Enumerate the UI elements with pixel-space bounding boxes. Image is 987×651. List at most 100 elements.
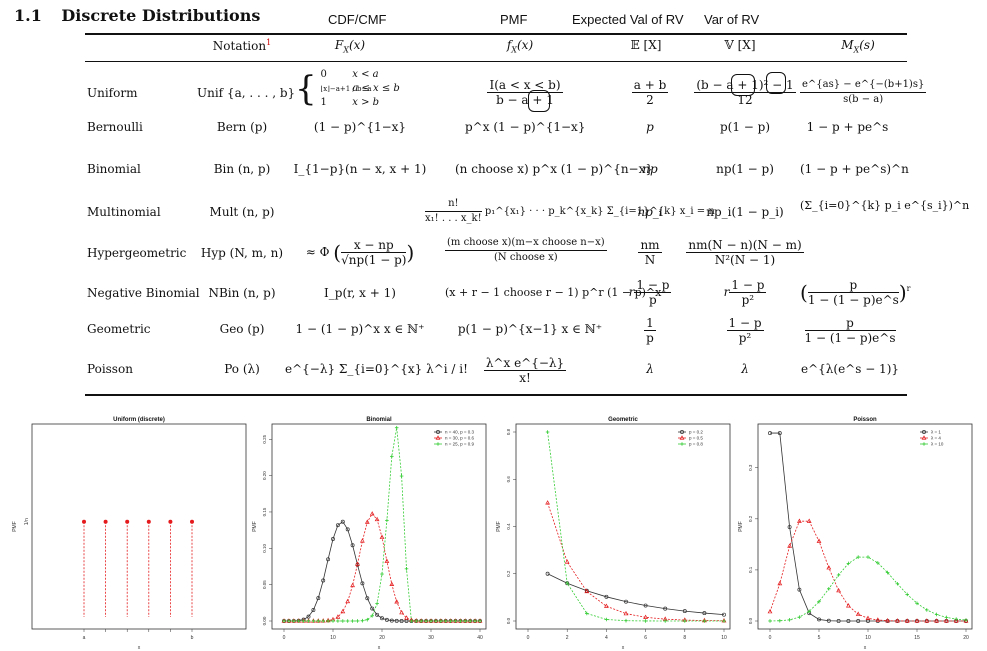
notation-cell: Hyp (N, m, n) xyxy=(200,246,284,260)
mgf-cell: 1 − p + pe^s xyxy=(806,120,889,134)
point-geometric-1 xyxy=(564,559,570,564)
legend-marker-binomial-0 xyxy=(436,430,440,434)
mean-cell: λ xyxy=(646,362,654,376)
point-binomial-0 xyxy=(350,543,355,548)
point-geometric-1 xyxy=(545,500,550,505)
series-line-poisson-1 xyxy=(769,520,966,622)
var-cell: nm(N − n)(N − m) N²(N − 1) xyxy=(686,238,804,267)
table-header-rule xyxy=(85,61,907,62)
var-cell: np(1 − p) xyxy=(716,162,774,176)
row-name: Poisson xyxy=(87,362,133,376)
point-binomial-1 xyxy=(360,538,365,543)
y-axis-label-geometric: PMF xyxy=(496,521,502,532)
point-poisson-1 xyxy=(924,618,930,623)
point-binomial-0 xyxy=(311,608,316,612)
point-binomial-0 xyxy=(360,581,365,586)
x-axis-label-uniform: x xyxy=(138,645,141,651)
row-name: Binomial xyxy=(87,162,141,176)
point-poisson-0 xyxy=(856,619,861,623)
point-binomial-1 xyxy=(335,614,341,619)
row-name: Bernoulli xyxy=(87,120,143,134)
point-binomial-0 xyxy=(389,618,394,623)
x-tick-label-binomial: 40 xyxy=(477,635,483,641)
point-binomial-0 xyxy=(326,557,331,562)
point-poisson-0 xyxy=(777,431,782,436)
point-poisson-1 xyxy=(836,587,841,593)
point-binomial-1 xyxy=(350,582,355,588)
y-axis-label-binomial: PMF xyxy=(252,521,258,532)
point-binomial-0 xyxy=(380,616,384,621)
annotation-cdf: CDF/CMF xyxy=(328,12,387,27)
row-name: Hypergeometric xyxy=(87,246,187,260)
point-poisson-1 xyxy=(816,538,822,543)
annotation-var: Var of RV xyxy=(704,12,760,27)
x-tick-label-poisson: 10 xyxy=(865,635,871,641)
point-poisson-1 xyxy=(953,618,959,623)
y-tick-label-geometric: 0.2 xyxy=(506,570,511,577)
pmf-cell: n! x₁! . . . x_k! p₁^{x₁} · · · p_k^{x_k}… xyxy=(425,198,715,224)
point-poisson-1 xyxy=(904,618,910,623)
col-notation: Notation1 xyxy=(212,38,272,53)
chart-frame-uniform xyxy=(31,423,247,630)
section-header: 1.1 Discrete Distributions xyxy=(14,6,260,25)
series-line-geometric-0 xyxy=(547,573,725,616)
x-tick-label-geometric: 0 xyxy=(527,635,530,641)
point-poisson-1 xyxy=(934,618,939,623)
point-poisson-1 xyxy=(777,580,783,586)
series-line-poisson-0 xyxy=(770,432,966,622)
pmf-cell: p(1 − p)^{x−1} x ∈ ℕ⁺ xyxy=(457,322,603,336)
pmf-cell: p^x (1 − p)^{1−x} xyxy=(465,120,586,134)
point-geometric-0 xyxy=(604,594,609,599)
x-axis-label-binomial: x xyxy=(378,645,381,651)
chart-title-geometric: Geometric xyxy=(608,417,638,423)
point-geometric-1 xyxy=(604,603,609,608)
point-binomial-0 xyxy=(399,619,404,623)
legend-marker-poisson-1 xyxy=(921,435,927,440)
point-binomial-1 xyxy=(379,534,385,539)
col-mean: 𝔼 [X] xyxy=(630,38,662,52)
cdf-cell: I_p(r, x + 1) xyxy=(324,286,396,300)
section-number: 1.1 xyxy=(14,6,42,25)
legend-label-geometric-0: p = 0.2 xyxy=(689,430,703,435)
uniform-point xyxy=(125,519,130,524)
col-pmf: fX(x) xyxy=(506,38,534,55)
col-mgf: MX(s) xyxy=(841,38,875,55)
col-cdf: FX(x) xyxy=(334,38,366,55)
point-geometric-0 xyxy=(624,599,628,604)
point-binomial-0 xyxy=(316,596,321,601)
point-binomial-0 xyxy=(340,519,345,524)
x-tick-label-binomial: 0 xyxy=(283,635,286,641)
y-tick-label-binomial: 0.00 xyxy=(262,616,267,625)
uniform-point xyxy=(82,519,86,524)
table-row-hypergeometric: Hypergeometric Hyp (N, m, n) ≈ Φ (x − np… xyxy=(85,236,907,270)
mgf-cell: (1 − p + pe^s)^n xyxy=(800,162,909,176)
point-poisson-0 xyxy=(768,431,772,436)
y-tick-label-binomial: 0.20 xyxy=(262,471,267,480)
chart-frame-geometric xyxy=(515,423,731,630)
cdf-cell: I_{1−p}(n − x, x + 1) xyxy=(293,162,427,176)
point-binomial-1 xyxy=(355,561,360,566)
table-bottom-rule xyxy=(85,394,907,396)
point-poisson-0 xyxy=(797,587,802,592)
cdf-cell: (1 − p)^{1−x} xyxy=(313,120,407,134)
y-tick-label-geometric: 0.0 xyxy=(506,617,511,624)
col-var: 𝕍 [X] xyxy=(724,38,756,52)
var-cell: λ xyxy=(741,362,749,376)
point-binomial-0 xyxy=(384,617,389,622)
point-poisson-1 xyxy=(767,608,773,614)
y-axis-label-poisson: PMF xyxy=(738,521,744,532)
series-line-binomial-1 xyxy=(284,513,480,622)
chart-title-uniform: Uniform (discrete) xyxy=(113,417,165,423)
x-tick-label-geometric: 10 xyxy=(721,635,727,641)
point-binomial-0 xyxy=(394,618,399,623)
point-binomial-0 xyxy=(375,612,380,617)
y-axis-label-uniform: PMF xyxy=(12,521,18,532)
point-binomial-1 xyxy=(364,519,370,524)
x-tick-label-geometric: 4 xyxy=(605,635,608,641)
point-poisson-1 xyxy=(895,618,900,623)
point-binomial-1 xyxy=(389,581,395,586)
chart-frame-poisson xyxy=(757,423,973,630)
